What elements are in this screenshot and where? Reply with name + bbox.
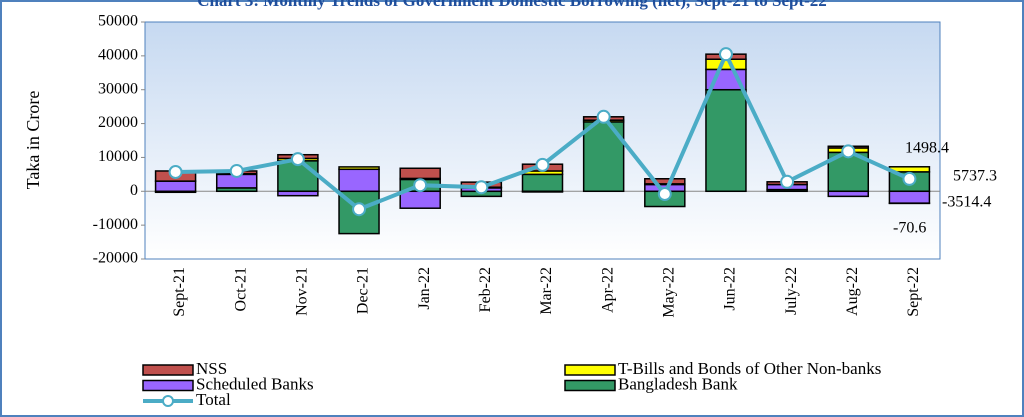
bar-segment: [644, 178, 686, 185]
x-tick-label: Feb-22: [477, 267, 494, 312]
line-marker: [413, 178, 428, 193]
legend-label: Scheduled Banks: [196, 374, 314, 393]
line-marker: [780, 174, 795, 189]
x-tick-label: Oct-21: [232, 267, 249, 311]
plot-area: [144, 21, 941, 260]
legend-swatch: [564, 364, 616, 376]
x-tick-label: Apr-22: [599, 267, 616, 313]
y-tick-label: -20000: [93, 250, 138, 267]
bar-segment: [521, 173, 564, 193]
chart-title: Chart 3: Monthly Trends of Government Do…: [197, 0, 827, 10]
y-axis-label: Taka in Crore: [23, 91, 43, 190]
legend-swatch: [142, 379, 194, 392]
bar-segment: [399, 167, 441, 180]
line-marker: [596, 109, 611, 124]
bar-segment: [338, 166, 380, 171]
y-tick-label: 10000: [98, 148, 138, 165]
x-tick-label: Mar-22: [538, 267, 555, 315]
legend-label: Total: [196, 390, 231, 409]
x-tick-label: July-22: [783, 267, 800, 315]
line-marker: [902, 171, 917, 186]
y-tick-label: 20000: [98, 114, 138, 131]
x-tick-label: Dec-21: [355, 267, 372, 314]
bar-segment: [277, 190, 319, 197]
x-tick-label: May-22: [660, 267, 677, 318]
line-marker: [290, 152, 305, 167]
x-tick-label: Sept-21: [171, 267, 188, 317]
line-marker: [474, 180, 489, 195]
line-marker: [718, 47, 733, 62]
bar-segment: [888, 190, 931, 204]
bar-segment: [827, 190, 870, 198]
legend-label: T-Bills and Bonds of Other Non-banks: [618, 359, 881, 378]
y-tick-label: 0: [130, 182, 138, 199]
bar-segment: [154, 180, 197, 193]
line-marker: [352, 202, 367, 217]
line-marker: [841, 144, 856, 159]
bar-segment: [705, 88, 747, 193]
legend-label: Bangladesh Bank: [618, 374, 738, 393]
y-tick-label: -10000: [93, 216, 138, 233]
y-tick-label: 40000: [98, 47, 138, 64]
line-marker: [168, 164, 183, 179]
legend-swatch: [564, 379, 616, 392]
line-marker: [229, 163, 244, 178]
x-tick-label: Jun-22: [722, 267, 739, 311]
legend-swatch: [162, 395, 174, 407]
legend-label: NSS: [196, 359, 227, 378]
y-tick-label: 50000: [98, 13, 138, 30]
line-marker: [535, 157, 550, 172]
data-label: -3514.4: [942, 194, 991, 211]
x-tick-label: Jan-22: [416, 267, 433, 310]
data-label: -70.6: [893, 220, 926, 237]
bar-segment: [338, 168, 380, 193]
x-tick-label: Aug-22: [844, 267, 861, 316]
line-marker: [657, 186, 672, 201]
x-tick-label: Sept-22: [905, 267, 922, 317]
bar-segment: [521, 190, 564, 193]
bar-segment: [399, 190, 441, 209]
data-label: 1498.4: [905, 140, 949, 157]
legend-swatch: [142, 364, 194, 376]
data-label: 5737.3: [953, 168, 997, 185]
y-tick-label: 30000: [98, 80, 138, 97]
x-tick-label: Nov-21: [294, 267, 311, 316]
